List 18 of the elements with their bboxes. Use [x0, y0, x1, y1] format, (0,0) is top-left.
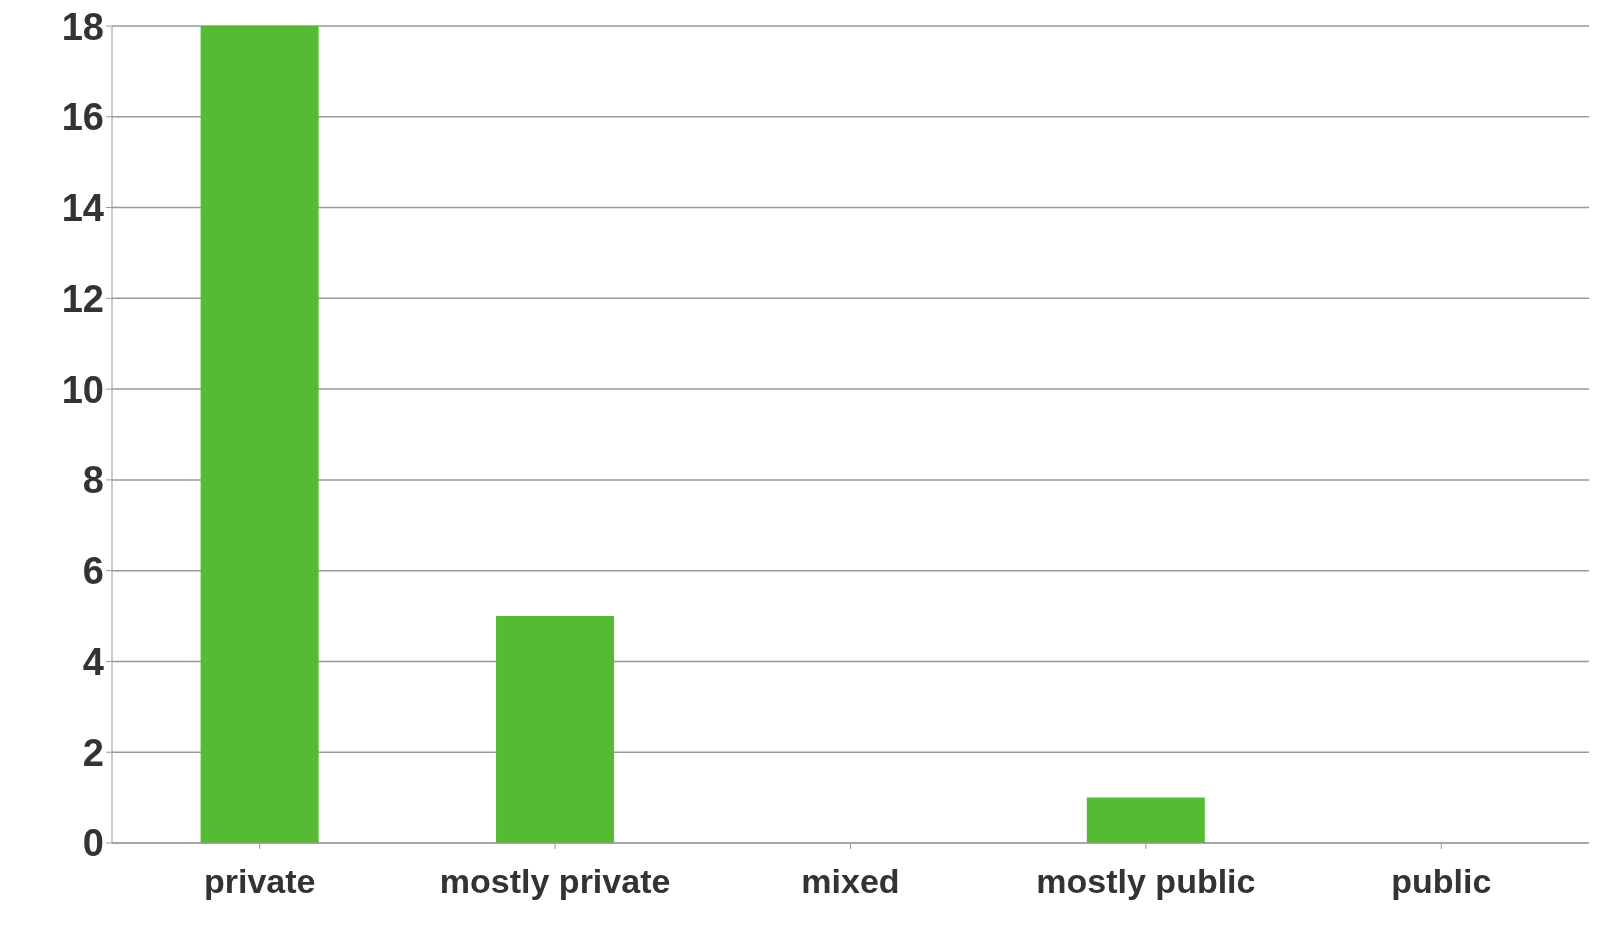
y-tick-label: 6 [82, 550, 104, 593]
x-tick-label: mostly private [439, 862, 671, 901]
bar [200, 26, 319, 843]
y-tick-label: 4 [82, 640, 104, 683]
bar [1086, 797, 1205, 843]
y-tick-label: 12 [61, 277, 104, 320]
x-tick-label: mostly public [1036, 862, 1256, 901]
y-tick-label: 16 [61, 96, 104, 139]
y-tick-label: 10 [61, 368, 104, 411]
bar [496, 616, 615, 843]
y-tick-label: 0 [82, 822, 104, 865]
x-tick-label: private [203, 862, 316, 901]
x-tick-label: mixed [801, 862, 900, 901]
x-tick-label: public [1391, 862, 1492, 901]
y-tick-label: 8 [82, 459, 104, 502]
y-tick-label: 18 [61, 5, 104, 48]
y-tick-label: 2 [82, 731, 104, 774]
y-tick-label: 14 [61, 187, 104, 230]
